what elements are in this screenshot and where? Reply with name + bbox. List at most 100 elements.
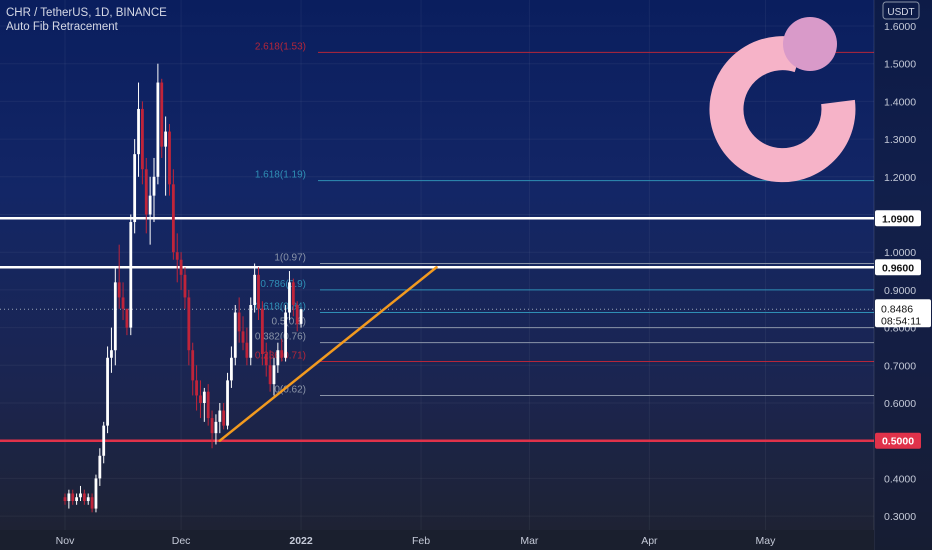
candle-body xyxy=(206,391,210,419)
candle xyxy=(113,267,117,366)
candle xyxy=(199,380,202,419)
candle-body xyxy=(110,350,113,358)
candle-body xyxy=(106,357,109,426)
candle-body xyxy=(121,297,125,309)
candle-body xyxy=(268,365,272,385)
candle-body xyxy=(175,252,179,260)
candle-body xyxy=(199,395,202,403)
candle-body xyxy=(152,176,156,196)
candle xyxy=(264,342,268,377)
fib-label: 0.618(0.84) xyxy=(255,302,306,313)
trendline xyxy=(218,266,438,442)
candle xyxy=(71,489,75,505)
y-tick-label: 1.6000 xyxy=(884,21,916,33)
candle-body xyxy=(183,274,187,298)
candle xyxy=(164,116,168,196)
candle xyxy=(102,421,106,464)
fib-label: 1(0.97) xyxy=(274,253,306,264)
candle-body xyxy=(257,274,260,309)
level-tag xyxy=(875,259,921,276)
last-price-label: 0.8486 xyxy=(881,303,913,315)
candle-body xyxy=(102,425,106,456)
candle-body xyxy=(144,169,148,215)
currency-box xyxy=(882,1,920,20)
candle xyxy=(133,139,137,234)
candle-body xyxy=(179,259,183,275)
candle-body xyxy=(117,282,121,298)
candle-body xyxy=(75,497,79,502)
candle xyxy=(67,489,71,509)
candle-body xyxy=(168,131,171,185)
candle-body xyxy=(210,418,214,434)
candle-body xyxy=(67,493,71,502)
logo-dot xyxy=(783,17,837,71)
candle-body xyxy=(79,493,82,498)
y-tick-label: 1.0000 xyxy=(884,247,916,259)
time-axis-bg xyxy=(0,530,874,550)
candle-body xyxy=(71,493,75,502)
candle xyxy=(260,301,264,366)
y-tick-label: 1.3000 xyxy=(884,134,916,146)
candle-body xyxy=(141,108,144,170)
candle xyxy=(141,101,144,185)
candle-body xyxy=(280,350,284,358)
symbol-title: CHR / TetherUS, 1D, BINANCE xyxy=(6,7,167,19)
candle-body xyxy=(125,308,129,328)
candle xyxy=(144,157,148,234)
candle-body xyxy=(245,342,249,358)
candle-body xyxy=(214,421,218,434)
candle xyxy=(272,357,276,396)
candles xyxy=(63,63,303,513)
indicator-name: Auto Fib Retracement xyxy=(6,21,118,33)
candle xyxy=(291,278,295,317)
price-axis: USDT0.30000.40000.50000.60000.70000.8000… xyxy=(873,0,932,550)
candle xyxy=(125,308,129,336)
candle-body xyxy=(191,350,195,381)
y-tick-label: 0.6000 xyxy=(884,398,916,410)
candle-body xyxy=(82,493,86,502)
candle-body xyxy=(264,353,268,366)
x-tick-label: Feb xyxy=(412,535,430,547)
x-tick-label: Nov xyxy=(56,535,75,547)
candle-body xyxy=(237,312,241,332)
candle-body xyxy=(233,312,237,358)
candle-body xyxy=(90,497,94,509)
candle-body xyxy=(171,184,175,253)
candle-body xyxy=(160,82,164,147)
candle xyxy=(245,327,249,366)
candle xyxy=(117,244,121,309)
candle-body xyxy=(230,357,233,381)
candle-body xyxy=(222,410,226,426)
logo-ring xyxy=(709,36,856,183)
candle xyxy=(237,297,241,343)
candle xyxy=(94,474,98,513)
fib-label: 1.618(1.19) xyxy=(255,170,306,181)
candle xyxy=(268,350,272,392)
candle-body xyxy=(148,195,152,215)
chart-header: CHR / TetherUS, 1D, BINANCE Auto Fib Ret… xyxy=(6,6,167,34)
candle xyxy=(168,124,171,196)
x-tick-label: 2022 xyxy=(289,535,313,547)
y-tick-label: 1.2000 xyxy=(884,172,916,184)
candle-body xyxy=(94,478,98,509)
candle xyxy=(280,338,284,362)
candle xyxy=(187,289,191,366)
candle xyxy=(222,403,226,430)
fib-label: 2.618(1.53) xyxy=(255,41,306,52)
candle xyxy=(276,342,280,373)
level-tag-label: 0.9600 xyxy=(882,262,914,274)
candle xyxy=(257,267,260,321)
candle xyxy=(156,63,160,185)
candle xyxy=(230,346,233,388)
candle xyxy=(210,410,214,449)
candle xyxy=(299,308,303,328)
candle xyxy=(90,493,94,513)
candle-body xyxy=(137,108,140,155)
candle xyxy=(179,252,183,290)
candle-body xyxy=(241,331,245,343)
candle-body xyxy=(291,282,295,305)
candle xyxy=(191,342,195,396)
candle xyxy=(183,267,187,309)
